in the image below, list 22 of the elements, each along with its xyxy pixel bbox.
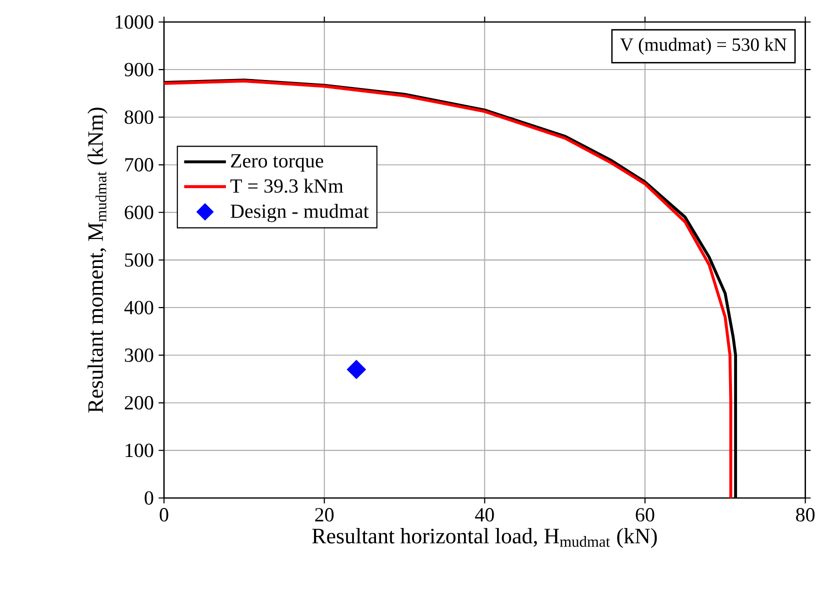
y-tick-label: 600	[124, 206, 154, 220]
x-tick-label: 60	[636, 508, 654, 522]
legend-label: Zero torque	[230, 154, 324, 172]
x-tick-label: 40	[475, 508, 494, 522]
y-tick-label: 200	[124, 396, 154, 410]
y-tick-label: 0	[144, 491, 154, 505]
y-tick-label: 400	[124, 300, 154, 314]
y-tick-label: 1000	[116, 15, 154, 29]
annotation: V (mudmat) = 530 kN	[620, 38, 787, 55]
y-tick-label: 300	[124, 348, 154, 362]
y-tick-label: 100	[126, 444, 154, 458]
x-tick-label: 80	[796, 508, 815, 522]
y-tick-label: 500	[125, 253, 154, 267]
y-axis-title: Resultant moment, M$_{mudmat}$ (kNm)	[88, 108, 108, 413]
x-tick-label: 20	[315, 508, 334, 522]
x-tick-label: 0	[160, 508, 168, 522]
y-tick-label: 900	[124, 62, 154, 76]
legend-label: Design - mudmat	[230, 204, 369, 222]
y-tick-label: 700	[125, 158, 154, 172]
y-tick-label: 800	[124, 110, 154, 124]
x-axis-title: Resultant horizontal load, H$_{mudmat}$ (kN)	[312, 528, 657, 548]
legend-label: T = 39.3 kNm	[230, 178, 344, 193]
